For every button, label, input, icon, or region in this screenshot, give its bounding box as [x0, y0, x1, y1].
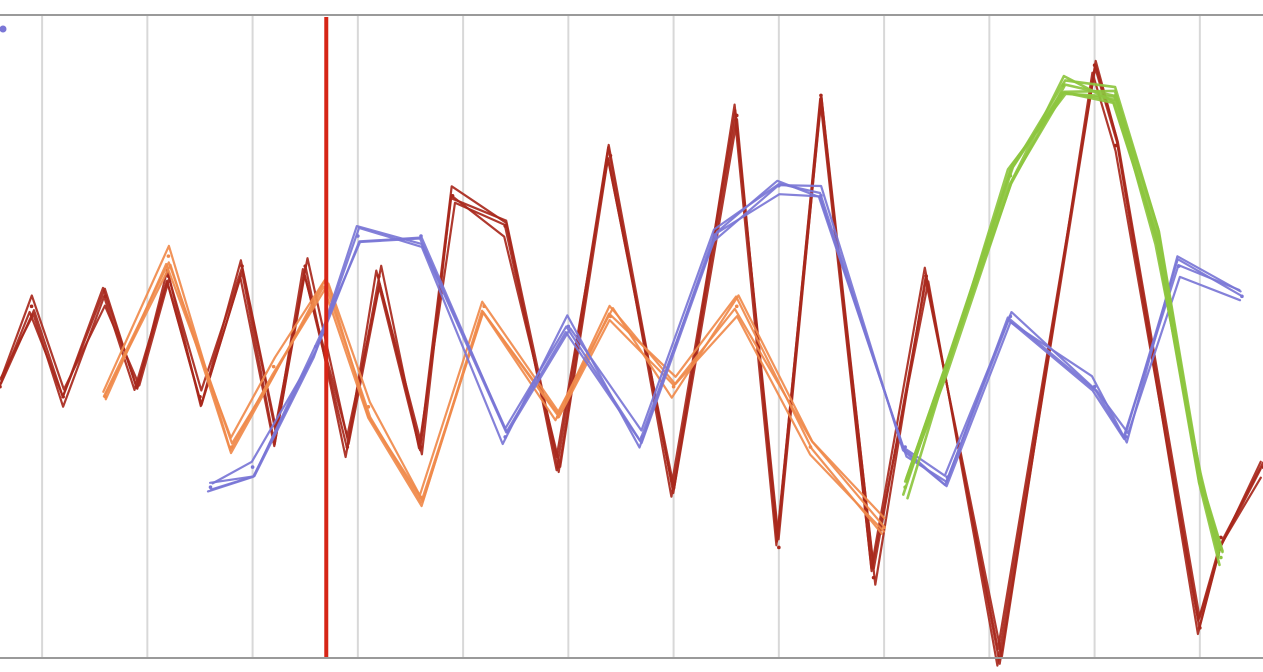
series-3-point-0: [903, 485, 907, 490]
series-0-point-20: [819, 93, 823, 98]
series-0: [0, 59, 1263, 667]
series-2-point-12: [945, 475, 950, 479]
series-0-point-4: [135, 384, 139, 389]
series-0-point-13: [450, 194, 455, 198]
series-3-line-6: [906, 74, 1224, 553]
series-1-point-8: [556, 415, 560, 419]
series-2-point-1: [250, 465, 255, 469]
series-1: [102, 244, 886, 535]
series-0-point-15: [556, 465, 560, 469]
series-2-point-14: [1092, 384, 1097, 389]
series-3-point-3: [1061, 83, 1065, 88]
series-2-point-5: [503, 435, 508, 439]
grid-layer: [41, 15, 1201, 658]
series-2-line-2: [209, 182, 1242, 488]
series-1-point-10: [671, 384, 676, 389]
series-2-point-16: [1177, 264, 1181, 268]
series-2-point-0: [208, 485, 213, 490]
series-1-line-2: [104, 262, 886, 533]
series-0-point-10: [345, 445, 350, 449]
series-2-point-7: [640, 435, 644, 439]
series-0-point-22: [924, 274, 928, 279]
series-1-point-11: [734, 304, 739, 309]
series-0-line-3: [0, 71, 1262, 658]
series-3-point-5: [1155, 234, 1160, 238]
series-0-point-1: [29, 304, 34, 309]
series-0-point-19: [777, 545, 781, 550]
series-0-point-3: [103, 294, 108, 299]
series-2-point-6: [566, 324, 571, 329]
series-0-point-12: [419, 445, 423, 449]
series-0-point-26: [1198, 626, 1202, 630]
series-2-point-4: [419, 234, 423, 238]
series-2-point-2: [313, 344, 318, 349]
series-1-point-6: [419, 495, 423, 500]
series-0-line-2: [0, 64, 1263, 651]
series-2-line-3: [210, 193, 1242, 491]
series-0-point-2: [61, 394, 65, 399]
series-0-point-24: [1092, 63, 1097, 68]
series-3-point-7: [1219, 555, 1223, 560]
series-3-point-2: [1008, 173, 1013, 178]
series-layer: [0, 59, 1263, 667]
series-1-point-1: [166, 254, 171, 258]
series-2-point-8: [713, 234, 718, 238]
series-0-point-14: [503, 224, 508, 228]
series-3-point-4: [1113, 93, 1118, 98]
series-2-point-11: [903, 445, 907, 449]
series-2-point-9: [777, 183, 781, 188]
series-1-line-3: [102, 261, 886, 520]
series-3-point-6: [1198, 475, 1202, 479]
series-1-point-5: [366, 405, 371, 409]
series-0-point-9: [303, 264, 308, 268]
series-2-point-17: [1240, 294, 1244, 299]
series-1-point-9: [608, 314, 613, 319]
series-1-point-3: [271, 364, 276, 369]
series-0-point-25: [1113, 143, 1118, 148]
series-0-point-16: [608, 153, 613, 158]
series-0-point-17: [671, 485, 676, 490]
series-0-point-18: [734, 113, 739, 118]
series-0-line-0: [0, 66, 1262, 665]
series-3-line-5: [905, 79, 1221, 556]
series-2-point-3: [356, 234, 360, 238]
series-0-point-21: [871, 575, 876, 580]
series-1-line-1: [102, 244, 886, 528]
series-3: [902, 74, 1224, 567]
series-1-point-13: [882, 525, 886, 530]
axis-layer: [0, 14, 1263, 659]
series-0-point-0: [0, 384, 2, 389]
series-2-point-15: [1124, 435, 1128, 439]
series-2-line-0: [206, 184, 1243, 493]
series-1-point-7: [482, 304, 486, 309]
series-3-point-1: [945, 364, 950, 369]
legend-dot: [0, 25, 7, 33]
series-0-point-11: [377, 274, 381, 279]
series-2: [206, 179, 1244, 493]
series-2-point-10: [819, 194, 823, 198]
series-1-point-0: [103, 394, 108, 399]
series-1-point-2: [229, 445, 234, 449]
series-0-point-7: [240, 264, 244, 268]
series-1-point-12: [808, 445, 813, 449]
series-0-point-6: [198, 394, 202, 399]
series-2-point-13: [1008, 314, 1013, 319]
